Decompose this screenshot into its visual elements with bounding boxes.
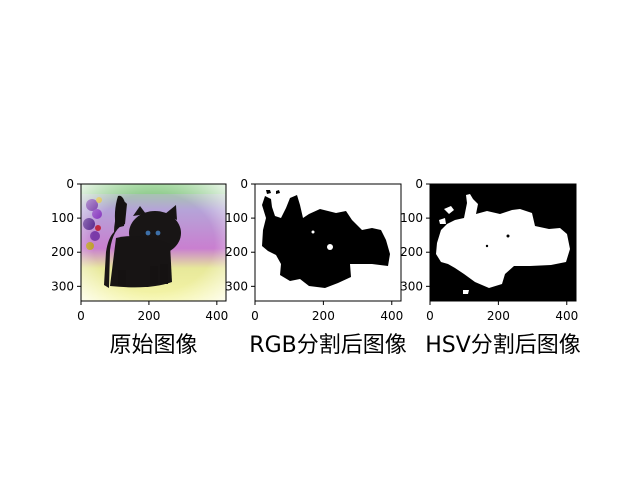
- x-tick-label: 200: [312, 309, 335, 323]
- x-tick-label: 400: [380, 309, 403, 323]
- y-tick-label: 300: [400, 279, 423, 293]
- axes-rgb: 0 200 400 0 100 200 300 RGB分割后图像: [225, 177, 407, 358]
- axes-frame: [254, 183, 402, 302]
- x-tick-label: 400: [205, 309, 228, 323]
- x-axis-label: RGB分割后图像: [249, 333, 406, 358]
- y-tick-label: 300: [225, 279, 248, 293]
- x-tick-label: 0: [251, 309, 259, 323]
- y-tick-label: 300: [51, 279, 74, 293]
- hsv-segmentation-mask: [430, 184, 576, 301]
- x-tick-label: 400: [555, 309, 578, 323]
- y-tick-label: 0: [415, 177, 423, 191]
- panel-original: [81, 184, 226, 301]
- y-tick-label: 0: [66, 177, 74, 191]
- x-axis-label: 原始图像: [109, 333, 197, 358]
- kitten-photo: [81, 184, 226, 301]
- y-tick-label: 100: [51, 211, 74, 225]
- axes-frame: [80, 183, 227, 302]
- panel-hsv: [430, 184, 576, 301]
- x-tick-label: 200: [487, 309, 510, 323]
- axes-hsv: 0 200 400 0 100 200 300 HSV分割后图像: [400, 177, 581, 358]
- axes-original: 0 200 400 0 100 200 300 原始图像: [51, 177, 228, 358]
- y-tick-label: 0: [240, 177, 248, 191]
- x-tick-label: 0: [426, 309, 434, 323]
- x-tick-label: 0: [77, 309, 85, 323]
- rgb-segmentation-mask: [255, 184, 401, 301]
- y-tick-label: 100: [400, 211, 423, 225]
- x-tick-label: 200: [137, 309, 160, 323]
- x-axis-label: HSV分割后图像: [425, 333, 581, 358]
- y-tick-label: 200: [225, 245, 248, 259]
- y-tick-label: 100: [225, 211, 248, 225]
- axes-frame: [429, 183, 577, 302]
- y-tick-label: 200: [51, 245, 74, 259]
- panel-rgb: [255, 184, 401, 301]
- y-tick-label: 200: [400, 245, 423, 259]
